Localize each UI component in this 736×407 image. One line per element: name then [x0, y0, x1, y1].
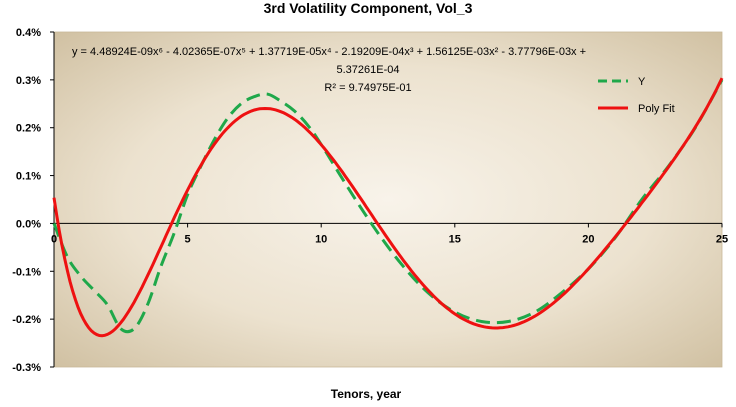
y-tick-label: -0.2%: [12, 314, 41, 326]
y-tick-label: 0.4%: [16, 27, 41, 39]
axes: -0.3% -0.2% -0.1% 0.0% 0.1% 0.2% 0.3% 0.4% 0 5 10 1…: [12, 27, 728, 374]
y-tick-label: 0.2%: [16, 123, 41, 135]
y-tick-label: -0.1%: [12, 266, 41, 278]
equation-line-1: y = 4.48924E-09x⁶ - 4.02365E-07x⁵ + 1.37…: [72, 46, 586, 58]
series-polyfit-line: [52, 77, 724, 338]
equation-line-2: 5.37261E-04: [337, 64, 400, 76]
series-y-line: [52, 79, 724, 334]
legend-y-label: Y: [638, 76, 646, 88]
y-tick-label: 0.3%: [16, 75, 41, 87]
trendline-equation: y = 4.48924E-09x⁶ - 4.02365E-07x⁵ + 1.37…: [72, 46, 586, 94]
series-layer: [52, 77, 724, 338]
legend-polyfit-label: Poly Fit: [638, 103, 675, 115]
x-tick-label: 0: [51, 233, 57, 245]
y-tick-label: 0.1%: [16, 171, 41, 183]
x-tick-label: 15: [449, 233, 461, 245]
x-axis-label: Tenors, year: [331, 387, 402, 401]
x-tick-label: 5: [185, 233, 191, 245]
x-tick-label: 10: [315, 233, 327, 245]
chart-title: 3rd Volatility Component, Vol_3: [264, 0, 473, 16]
r-squared: R² = 9.74975E-01: [324, 82, 411, 94]
plot-area: [53, 31, 723, 368]
x-tick-label: 25: [716, 233, 728, 245]
legend: Y Poly Fit: [598, 76, 675, 115]
y-tick-label: 0.0%: [16, 218, 41, 230]
y-tick-label: -0.3%: [12, 362, 41, 374]
x-tick-label: 20: [582, 233, 594, 245]
